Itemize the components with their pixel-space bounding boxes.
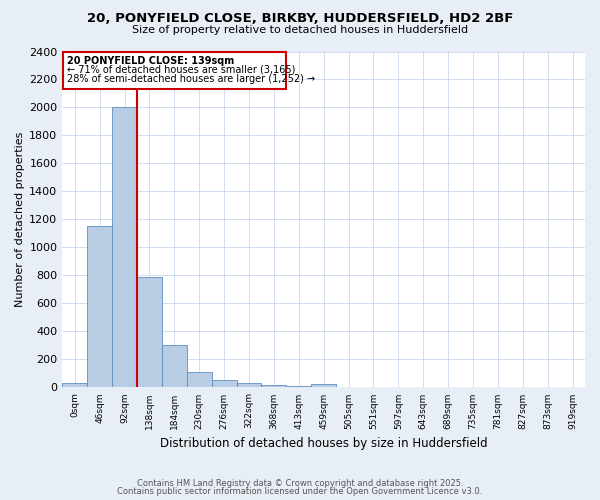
Bar — [311, 384, 336, 388]
Text: Contains HM Land Registry data © Crown copyright and database right 2025.: Contains HM Land Registry data © Crown c… — [137, 478, 463, 488]
Bar — [262, 384, 286, 388]
Text: 20 PONYFIELD CLOSE: 139sqm: 20 PONYFIELD CLOSE: 139sqm — [67, 56, 234, 66]
X-axis label: Distribution of detached houses by size in Huddersfield: Distribution of detached houses by size … — [160, 437, 487, 450]
Bar — [187, 372, 212, 388]
Bar — [286, 386, 311, 388]
Bar — [112, 108, 137, 388]
Bar — [236, 383, 262, 388]
Text: Size of property relative to detached houses in Huddersfield: Size of property relative to detached ho… — [132, 25, 468, 35]
Bar — [162, 346, 187, 388]
FancyBboxPatch shape — [63, 52, 286, 90]
Text: ← 71% of detached houses are smaller (3,165): ← 71% of detached houses are smaller (3,… — [67, 65, 295, 75]
Text: 28% of semi-detached houses are larger (1,252) →: 28% of semi-detached houses are larger (… — [67, 74, 314, 84]
Bar — [62, 383, 87, 388]
Text: Contains public sector information licensed under the Open Government Licence v3: Contains public sector information licen… — [118, 487, 482, 496]
Text: 20, PONYFIELD CLOSE, BIRKBY, HUDDERSFIELD, HD2 2BF: 20, PONYFIELD CLOSE, BIRKBY, HUDDERSFIEL… — [87, 12, 513, 26]
Bar — [212, 380, 236, 388]
Bar — [87, 226, 112, 388]
Bar — [137, 277, 162, 388]
Y-axis label: Number of detached properties: Number of detached properties — [15, 132, 25, 307]
